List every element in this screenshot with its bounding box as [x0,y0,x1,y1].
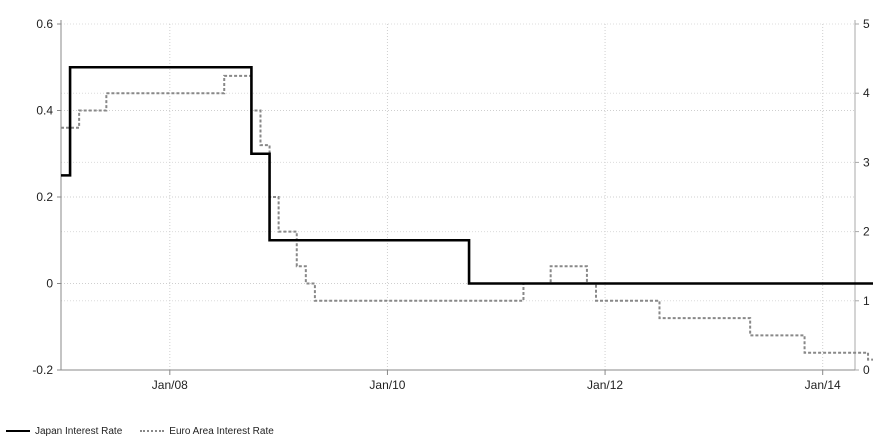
tick-labels: 0.6 0.4 0.2 0 -0.2 5 4 3 2 1 0 Jan/08 Jan/10 Jan/12 Ja… [32,17,870,392]
y-tick-label-right: 2 [863,225,870,239]
legend-swatch-dotted [140,430,165,432]
y-tick-label-right: 5 [863,17,870,31]
legend-swatch-solid [6,430,30,432]
series-line-euro [61,74,873,361]
x-tick-label: Jan/12 [587,378,623,392]
legend: Japan Interest Rate Euro Area Interest R… [6,424,274,438]
x-tick-label: Jan/08 [152,378,188,392]
y-tick-label-left: 0.4 [36,104,53,118]
series-layer [61,65,873,361]
y-tick-label-right: 3 [863,155,870,169]
plot-area [61,24,855,370]
y-tick-label-left: 0 [46,277,53,291]
y-tick-label-left: 0.2 [36,190,53,204]
chart: 0.6 0.4 0.2 0 -0.2 5 4 3 2 1 0 Jan/08 Jan/10 Jan/12 Ja… [32,17,873,392]
y-tick-label-right: 1 [863,294,870,308]
legend-label-euro: Euro Area Interest Rate [169,425,274,437]
legend-label-japan: Japan Interest Rate [35,425,123,437]
x-tick-label: Jan/14 [805,378,841,392]
series-line-japan [61,65,873,285]
legend-item-japan: Japan Interest Rate [6,426,122,437]
axes [57,20,859,375]
legend-item-euro: Euro Area Interest Rate [140,426,274,437]
y-tick-label-left: -0.2 [32,363,53,377]
x-tick-label: Jan/10 [369,378,405,392]
y-tick-label-right: 0 [863,363,870,377]
y-tick-label-left: 0.6 [36,17,53,31]
y-tick-label-right: 4 [863,86,870,100]
